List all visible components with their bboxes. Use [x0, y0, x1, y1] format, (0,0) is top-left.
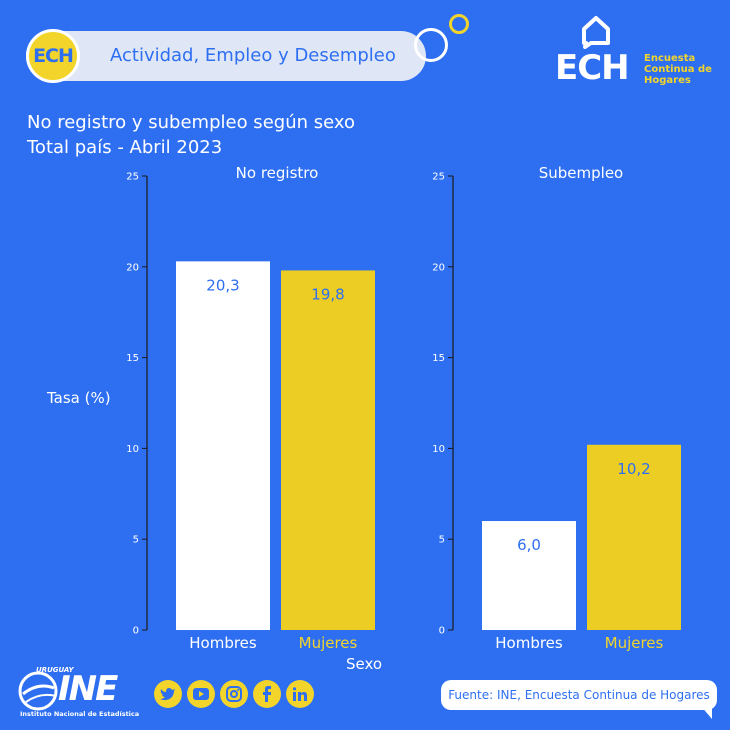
x-axis-label: Sexo [346, 655, 383, 673]
x-tick-label: Mujeres [299, 634, 358, 652]
header-pill: ECH Actividad, Empleo y Desempleo [26, 29, 426, 83]
y-tick-label: 15 [432, 353, 445, 364]
bar-hombres [482, 521, 576, 630]
decorative-ring-yellow [449, 14, 469, 34]
linkedin-icon[interactable] [286, 680, 314, 708]
ine-full-name: Instituto Nacional de Estadística [20, 710, 140, 718]
ine-logo-mark [18, 671, 58, 711]
y-tick-label: 0 [133, 626, 139, 637]
source-bubble-tail [700, 705, 712, 719]
decorative-ring-white [414, 28, 448, 62]
y-tick-label: 10 [126, 444, 139, 455]
bar-hombres [176, 261, 270, 630]
chart-title: No registro y subempleo según sexo [27, 112, 355, 133]
ech-logo-text: ECH [555, 48, 630, 88]
ech-logo-subtitle: Encuesta Continua de Hogares [644, 53, 712, 86]
ech-badge: ECH [26, 29, 80, 83]
y-tick-label: 25 [126, 172, 139, 183]
y-tick-label: 25 [432, 172, 445, 183]
facebook-icon[interactable] [253, 680, 281, 708]
ine-name: INE [58, 669, 118, 709]
twitter-icon[interactable] [154, 680, 182, 708]
bar-mujeres [587, 444, 681, 630]
youtube-icon[interactable] [187, 680, 215, 708]
data-label: 10,2 [617, 460, 650, 478]
y-tick-label: 10 [432, 444, 445, 455]
y-tick-label: 0 [439, 626, 445, 637]
y-tick-label: 20 [126, 262, 139, 273]
x-tick-label: Hombres [189, 634, 257, 652]
x-tick-label: Hombres [495, 634, 563, 652]
chart-subtitle: Total país - Abril 2023 [27, 137, 223, 158]
y-axis-label: Tasa (%) [47, 389, 111, 407]
bar-mujeres [281, 270, 375, 630]
y-tick-label: 15 [126, 353, 139, 364]
source-note: Fuente: INE, Encuesta Continua de Hogare… [441, 680, 717, 710]
ine-country: URUGUAY [36, 666, 74, 674]
data-label: 6,0 [517, 536, 541, 554]
data-label: 20,3 [206, 276, 239, 294]
instagram-icon[interactable] [220, 680, 248, 708]
y-tick-label: 5 [133, 535, 139, 546]
y-tick-label: 20 [432, 262, 445, 273]
header-title: Actividad, Empleo y Desempleo [110, 45, 396, 66]
panel-title: No registro [236, 164, 319, 182]
ine-logo: URUGUAY INE Instituto Nacional de Estadí… [18, 664, 140, 724]
x-tick-label: Mujeres [605, 634, 664, 652]
ech-logo: ECH Encuesta Continua de Hogares [555, 15, 715, 88]
data-label: 19,8 [311, 285, 344, 303]
y-tick-label: 5 [439, 535, 445, 546]
panel-title: Subempleo [539, 164, 624, 182]
house-icon [582, 16, 610, 49]
